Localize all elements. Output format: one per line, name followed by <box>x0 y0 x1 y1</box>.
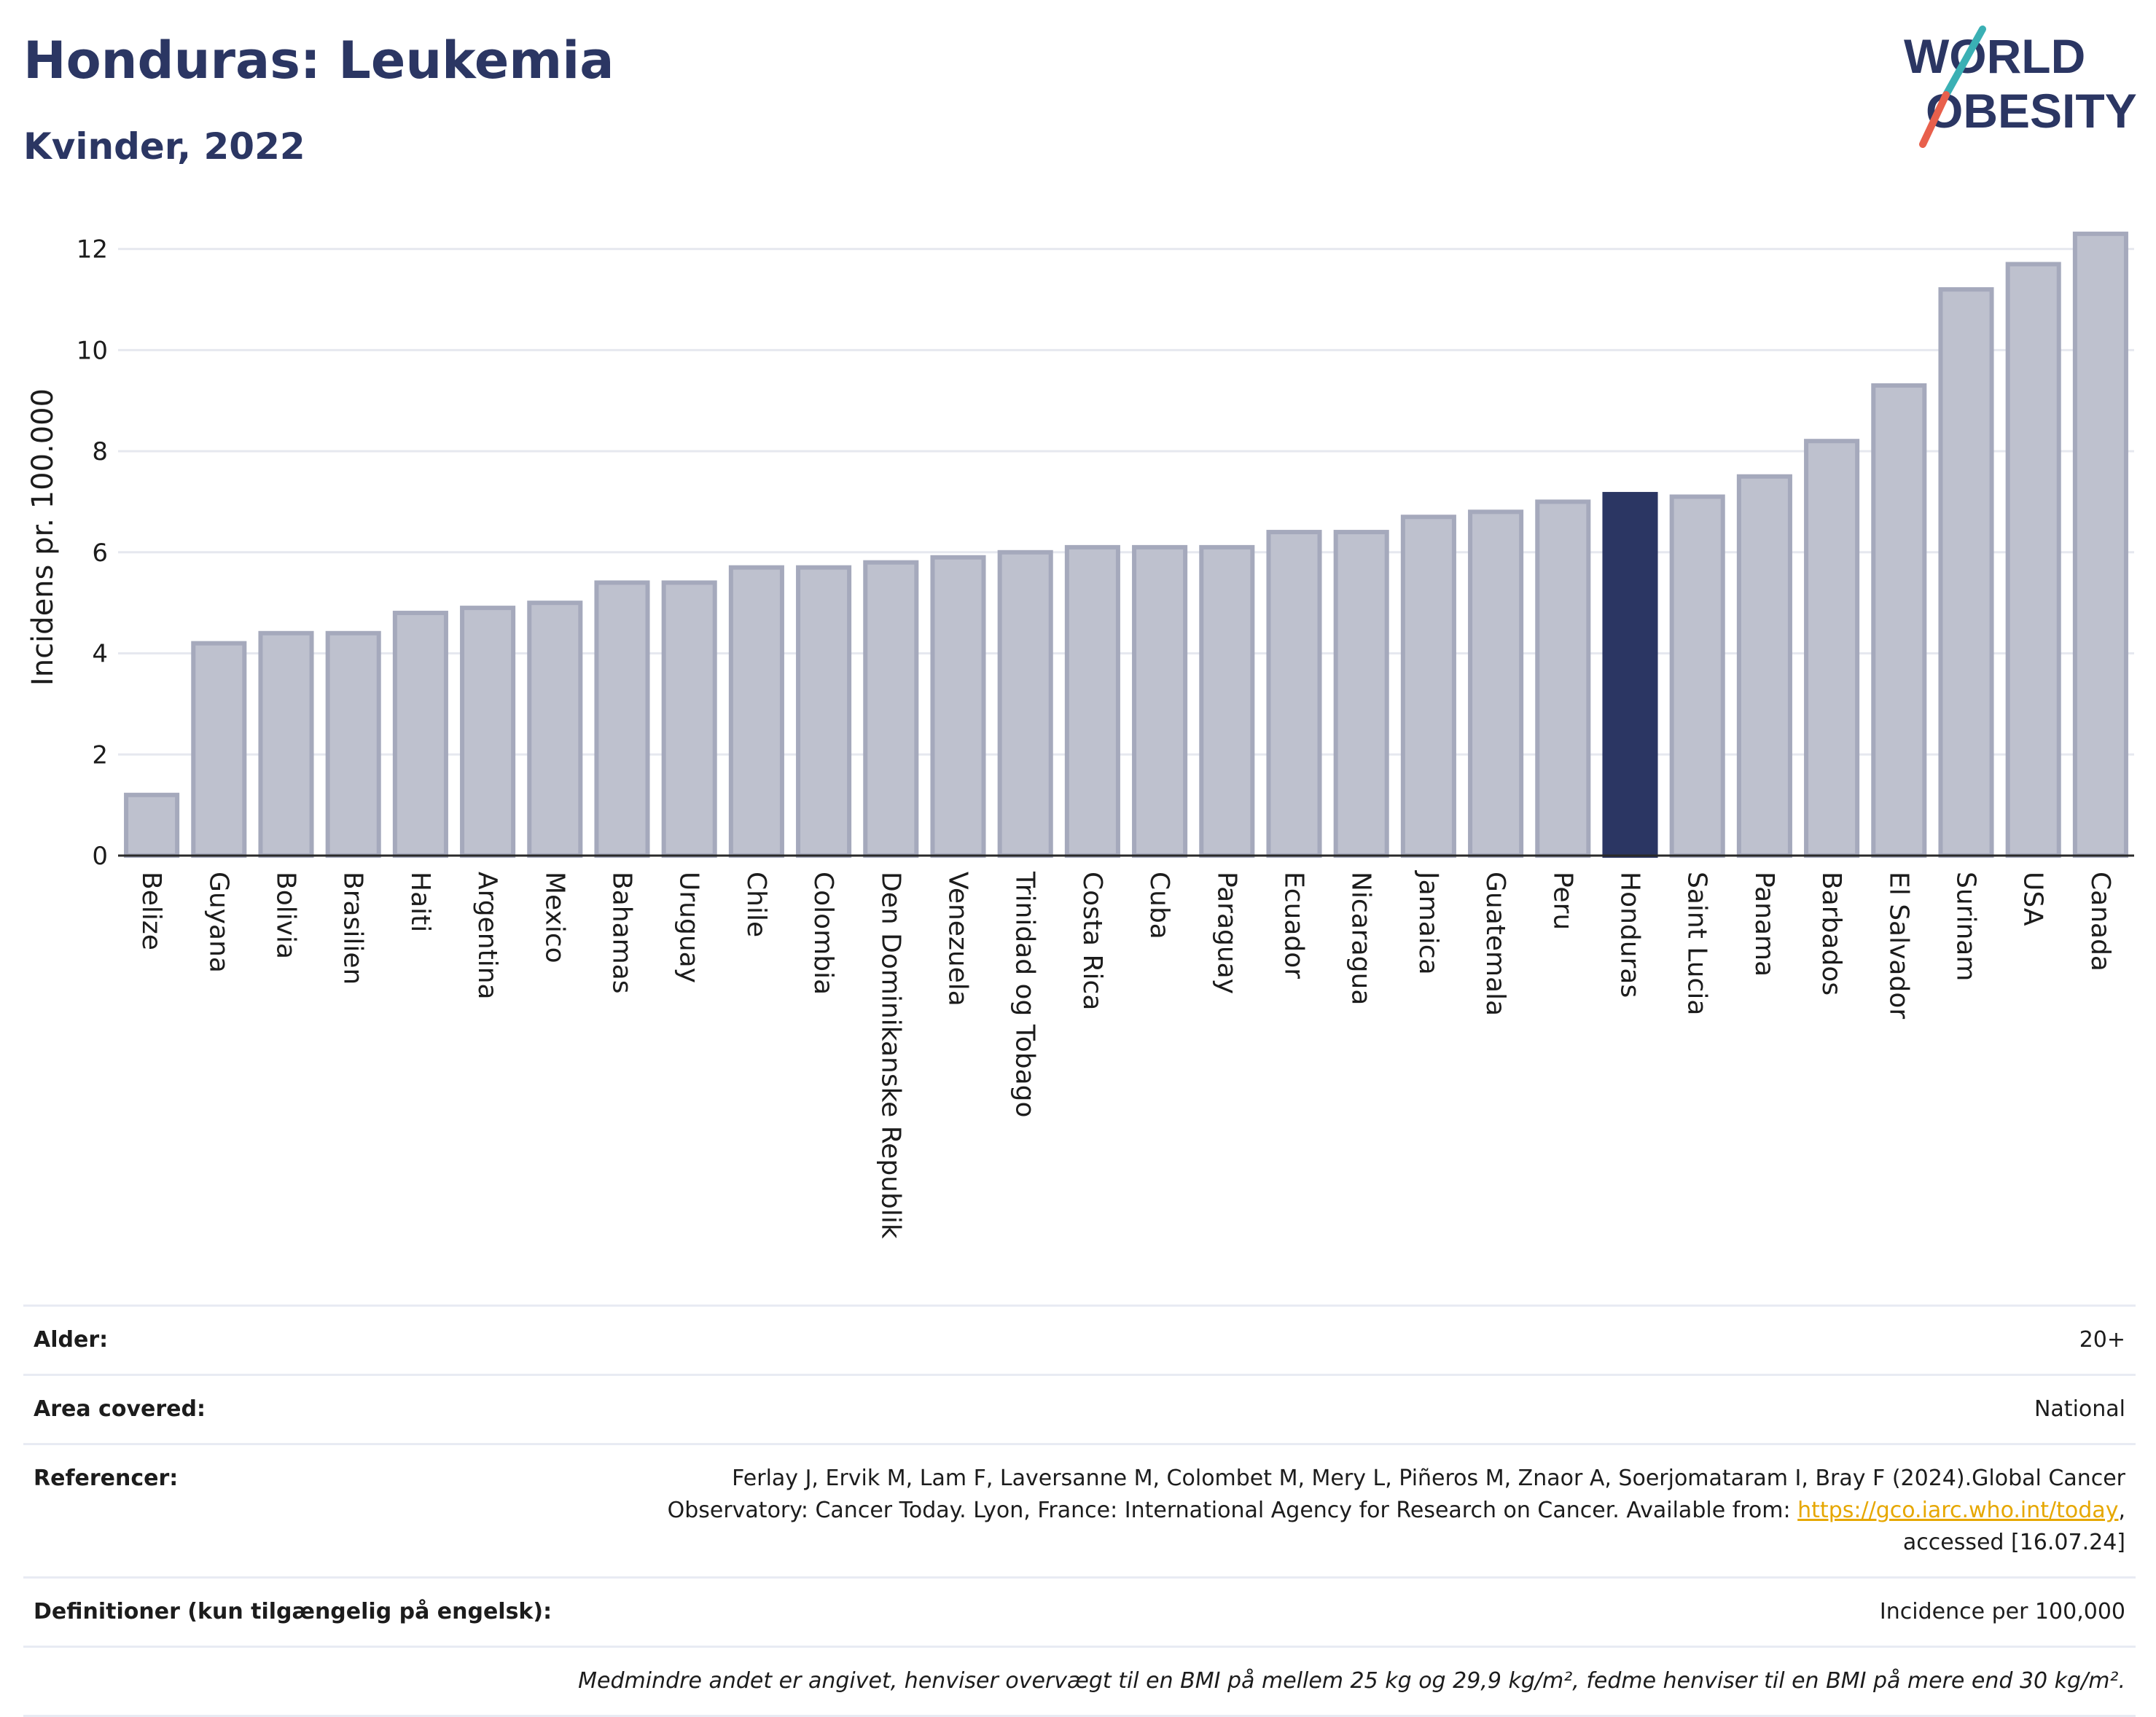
y-tick-label: 2 <box>92 740 108 770</box>
meta-row-area: Area covered: National <box>23 1374 2136 1443</box>
bar <box>1336 532 1387 856</box>
bar <box>596 582 647 856</box>
bar <box>1940 289 1991 856</box>
bar <box>1739 477 1790 856</box>
x-tick-label: Belize <box>136 872 166 950</box>
bar <box>1000 552 1051 856</box>
x-tick-label: Guyana <box>203 872 233 973</box>
bar <box>462 608 513 856</box>
bar <box>1067 547 1118 856</box>
meta-row-references: Referencer: Ferlay J, Ervik M, Lam F, La… <box>23 1443 2136 1576</box>
reference-text-3: , <box>2118 1498 2125 1523</box>
definitions-value: Incidence per 100,000 <box>1880 1596 2125 1628</box>
x-tick-label: Trinidad og Tobago <box>1010 871 1040 1118</box>
area-value: National <box>2034 1393 2125 1425</box>
bar <box>1403 517 1454 856</box>
x-tick-label: Den Dominikanske Republik <box>875 872 905 1239</box>
x-tick-label: Saint Lucia <box>1682 872 1712 1015</box>
bar <box>1268 532 1319 856</box>
x-tick-label: Panama <box>1749 872 1779 977</box>
bar <box>1470 512 1521 856</box>
meta-row-age: Alder: 20+ <box>23 1305 2136 1374</box>
x-tick-label: Chile <box>741 872 771 937</box>
bar <box>1537 501 1588 856</box>
area-label: Area covered: <box>34 1393 206 1425</box>
x-tick-label: El Salvador <box>1883 872 1913 1019</box>
bar <box>798 568 849 856</box>
x-tick-label: Mexico <box>539 872 569 963</box>
bar <box>731 568 782 856</box>
y-axis-title: Incidens pr. 100.000 <box>26 388 60 686</box>
bar <box>328 633 379 856</box>
x-tick-label: Canada <box>2085 872 2115 971</box>
x-tick-label: Bahamas <box>607 872 637 994</box>
y-tick-label: 4 <box>92 640 108 669</box>
bar <box>1201 547 1252 856</box>
meta-row-definitions: Definitioner (kun tilgængelig på engelsk… <box>23 1576 2136 1646</box>
y-tick-label: 8 <box>92 437 108 466</box>
bar <box>193 644 244 856</box>
bar <box>2075 234 2126 856</box>
reference-text-2: Observatory: Cancer Today. Lyon, France:… <box>668 1498 1798 1523</box>
x-tick-label: Surinam <box>1951 872 1981 981</box>
x-tick-label: Bolivia <box>271 872 301 959</box>
bar <box>126 795 177 856</box>
x-tick-label: Uruguay <box>674 872 704 983</box>
definitions-label: Definitioner (kun tilgængelig på engelsk… <box>34 1596 552 1628</box>
y-tick-label: 12 <box>77 235 108 265</box>
age-value: 20+ <box>2079 1324 2125 1356</box>
age-label: Alder: <box>34 1324 108 1356</box>
meta-row-note: Medmindre andet er angivet, henviser ove… <box>23 1646 2136 1717</box>
x-tick-label: Honduras <box>1615 872 1645 998</box>
x-tick-label: Cuba <box>1144 872 1174 939</box>
bar <box>1806 441 1857 856</box>
bar <box>1134 547 1185 856</box>
bar <box>865 563 916 856</box>
x-tick-label: Costa Rica <box>1077 872 1107 1010</box>
x-tick-label: Guatemala <box>1480 872 1510 1016</box>
bmi-note: Medmindre andet er angivet, henviser ove… <box>578 1665 2125 1697</box>
bar <box>395 613 446 856</box>
reference-text-1: Ferlay J, Ervik M, Lam F, Laversanne M, … <box>732 1466 2125 1491</box>
bar-highlight <box>1604 494 1655 856</box>
x-tick-label: USA <box>2018 872 2048 926</box>
x-tick-label: Haiti <box>405 872 435 932</box>
bar <box>1672 497 1723 856</box>
bar <box>932 558 983 856</box>
bar-chart: 0 2 4 6 8 10 12 Incidens pr. 100.000 Belize Guyan… <box>0 0 2156 1283</box>
x-tick-label: Argentina <box>472 872 502 1000</box>
y-tick-label: 10 <box>77 336 108 365</box>
x-tick-label: Colombia <box>808 872 838 995</box>
bar <box>2008 264 2059 856</box>
y-tick-label: 0 <box>92 842 108 871</box>
reference-link[interactable]: https://gco.iarc.who.int/today <box>1797 1498 2118 1523</box>
x-tick-label: Nicaragua <box>1346 872 1376 1005</box>
y-tick-label: 6 <box>92 539 108 568</box>
x-tick-label: Brasilien <box>338 872 368 985</box>
x-tick-label: Peru <box>1547 872 1577 930</box>
x-tick-label: Venezuela <box>943 872 973 1006</box>
x-tick-label: Paraguay <box>1211 872 1241 994</box>
metadata-table: Alder: 20+ Area covered: National Refere… <box>23 1305 2136 1717</box>
x-tick-label: Jamaica <box>1413 870 1443 975</box>
x-tick-label: Ecuador <box>1279 872 1309 979</box>
x-tick-label: Barbados <box>1816 872 1846 996</box>
references-value: Ferlay J, Ervik M, Lam F, Laversanne M, … <box>668 1463 2125 1559</box>
bar <box>664 582 715 856</box>
bar <box>260 633 311 856</box>
reference-text-4: accessed [16.07.24] <box>1903 1530 2125 1555</box>
bar <box>529 603 580 856</box>
bar <box>1873 386 1924 856</box>
references-label: Referencer: <box>34 1463 178 1559</box>
